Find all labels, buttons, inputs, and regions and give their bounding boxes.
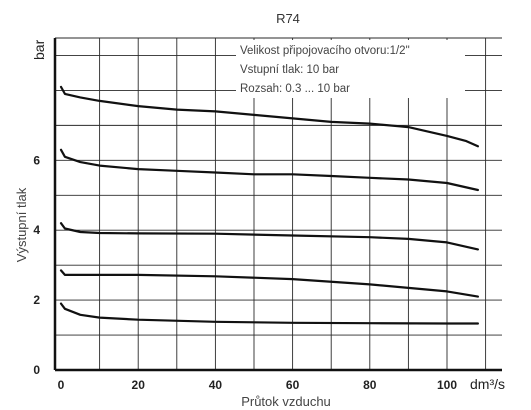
y-tick-labels: 0 2 4 6 (33, 153, 40, 377)
x-tick-label: 0 (58, 378, 65, 392)
annotation-box (236, 40, 465, 98)
annotation-range: Rozsah: 0.3 ... 10 bar (240, 83, 350, 95)
x-unit-label: dm³/s (470, 376, 505, 392)
annotation-port-size: Velikost připojovacího otvoru:1/2" (240, 45, 410, 57)
x-tick-label: 100 (437, 378, 457, 392)
x-tick-label: 80 (363, 378, 377, 392)
series-line-5 (59, 302, 479, 325)
y-tick-label: 4 (33, 223, 40, 237)
y-tick-label: 0 (33, 363, 40, 377)
series-group (59, 85, 479, 325)
y-axis-title: Výstupní tlak (14, 187, 29, 262)
y-unit-label: bar (31, 39, 47, 60)
series-line-2 (59, 148, 479, 192)
annotation-inlet-pressure: Vstupní tlak: 10 bar (240, 64, 339, 76)
x-axis-title: Průtok vzduchu (241, 394, 331, 409)
chart-title: R74 (276, 11, 300, 26)
series-line-4 (59, 269, 479, 298)
x-tick-label: 40 (209, 378, 223, 392)
y-tick-label: 6 (33, 153, 40, 167)
x-tick-label: 20 (132, 378, 146, 392)
series-line-3 (59, 222, 479, 251)
x-tick-labels: 0 20 40 60 80 100 (58, 378, 458, 392)
series-line-1 (59, 85, 479, 148)
y-tick-label: 2 (33, 293, 40, 307)
x-tick-label: 60 (286, 378, 300, 392)
